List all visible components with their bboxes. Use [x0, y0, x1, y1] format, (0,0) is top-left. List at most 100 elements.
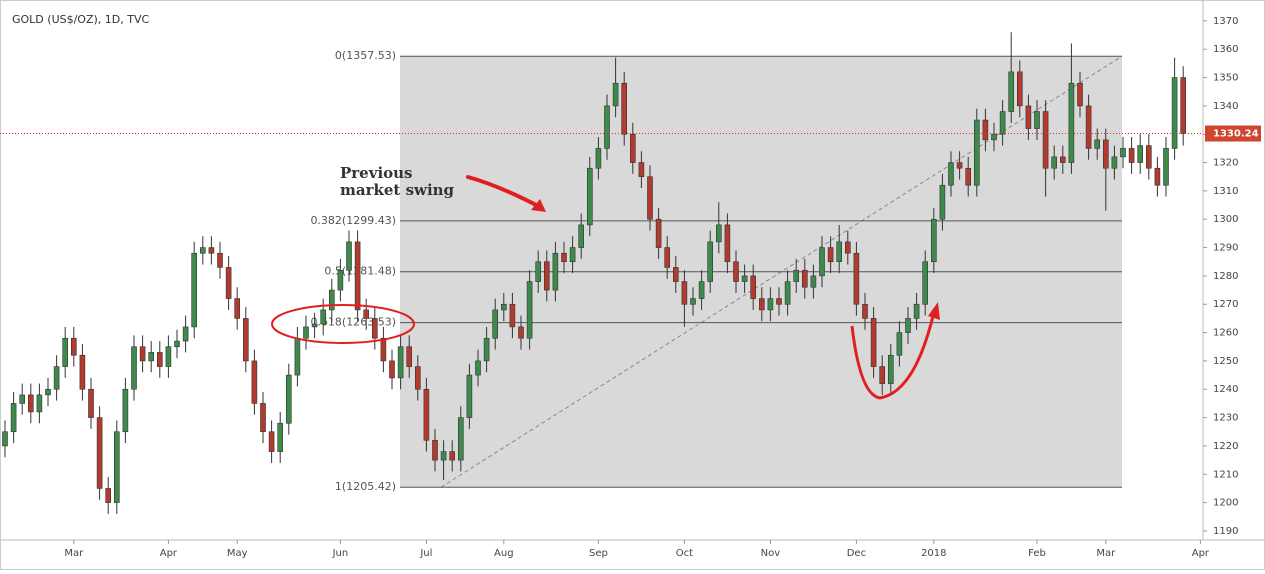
- candle-body: [930, 218, 937, 263]
- candle-body: [1016, 71, 1023, 107]
- candle-body: [1051, 156, 1057, 169]
- candle-body: [337, 269, 344, 291]
- candle-body: [191, 252, 197, 328]
- candle-body: [475, 360, 481, 376]
- y-tick-label: 1210: [1213, 469, 1238, 480]
- candle-body: [578, 224, 585, 248]
- candle-body: [1008, 71, 1015, 112]
- candle-body: [457, 417, 464, 461]
- candle-body: [165, 346, 172, 367]
- candle-body: [217, 252, 223, 268]
- x-tick-label: Mar: [1096, 548, 1116, 559]
- highlight-ellipse: [271, 304, 415, 344]
- y-tick-label: 1190: [1213, 526, 1238, 537]
- candles: [2, 32, 1186, 514]
- candle-body: [552, 252, 559, 291]
- x-tick-label: Apr: [160, 548, 178, 559]
- candle-body: [741, 275, 748, 282]
- candle-body: [535, 261, 542, 282]
- candle-body: [887, 354, 894, 384]
- candle-body: [1025, 105, 1032, 129]
- arrow: [850, 311, 936, 400]
- candle-body: [604, 105, 610, 149]
- candle-body: [182, 326, 189, 342]
- last-price-box: [1205, 125, 1261, 142]
- x-tick-label: Nov: [761, 548, 781, 559]
- candle-body: [406, 346, 413, 367]
- candle-body: [157, 352, 163, 367]
- candle-body: [664, 247, 671, 268]
- candle-body: [174, 340, 180, 348]
- candle-body: [88, 388, 94, 418]
- candle-body: [1171, 77, 1178, 149]
- arrow: [466, 175, 542, 209]
- y-tick-label: 1300: [1213, 214, 1238, 225]
- candle-body: [879, 366, 886, 384]
- annotation: Previous: [340, 164, 413, 182]
- candle-body: [715, 224, 722, 243]
- candle-body: [53, 366, 60, 390]
- x-tick-label: Dec: [847, 548, 866, 559]
- candle-body: [234, 298, 240, 319]
- candle-body: [1068, 82, 1075, 163]
- candle-body: [1060, 156, 1066, 163]
- candle-body: [363, 309, 370, 319]
- candle-body: [285, 374, 292, 424]
- candle-body: [948, 162, 954, 186]
- candle-body: [200, 247, 206, 254]
- candle-body: [1085, 105, 1092, 149]
- candle-body: [62, 337, 69, 367]
- candle-body: [10, 403, 17, 433]
- x-tick-label: Oct: [676, 548, 693, 559]
- candle-body: [844, 241, 851, 254]
- fib-label: 0.382(1299.43): [310, 214, 396, 227]
- candle-body: [208, 247, 215, 254]
- candle-body: [543, 261, 550, 291]
- candle-body: [380, 337, 387, 362]
- candle-body: [1154, 167, 1161, 186]
- candle-body: [1128, 148, 1135, 163]
- candle-body: [114, 431, 120, 503]
- candle-body: [973, 119, 980, 186]
- candle-body: [105, 488, 111, 503]
- candle-body: [500, 303, 507, 311]
- candle-body: [1137, 145, 1143, 163]
- candle-body: [449, 451, 456, 461]
- candle-body: [526, 281, 533, 339]
- candle-body: [397, 346, 404, 379]
- candle-body: [225, 267, 232, 299]
- candle-body: [346, 241, 352, 271]
- candle-body: [414, 366, 421, 390]
- candle-body: [595, 148, 602, 169]
- candle-body: [758, 298, 765, 311]
- candle-body: [750, 275, 757, 299]
- candle-body: [913, 303, 920, 319]
- candle-body: [311, 323, 318, 328]
- candle-body: [707, 241, 714, 282]
- candle-body: [698, 281, 705, 299]
- y-tick-label: 1280: [1213, 271, 1238, 282]
- candle-body: [776, 298, 782, 305]
- candle-body: [389, 360, 395, 379]
- candle-body: [1103, 139, 1109, 169]
- candle-body: [509, 303, 516, 328]
- candle-body: [518, 326, 524, 339]
- y-tick-label: 1340: [1213, 101, 1238, 112]
- candle-body: [440, 451, 447, 461]
- candle-body: [569, 247, 576, 263]
- candle-body: [148, 352, 154, 362]
- x-tick-label: Jul: [419, 548, 432, 559]
- candle-body: [294, 337, 301, 376]
- candle-body: [862, 303, 868, 319]
- candle-body: [139, 346, 146, 362]
- x-tick-label: Mar: [64, 548, 84, 559]
- chart-title: GOLD (US$/OZ), 1D, TVC: [12, 13, 149, 26]
- candle-body: [303, 326, 309, 339]
- candle-body: [724, 224, 731, 263]
- arrow-head: [928, 302, 940, 320]
- candle-body: [492, 309, 499, 339]
- candle-body: [982, 119, 989, 141]
- arrow-head: [531, 199, 546, 212]
- candle-body: [79, 354, 86, 390]
- candle-body: [690, 298, 696, 305]
